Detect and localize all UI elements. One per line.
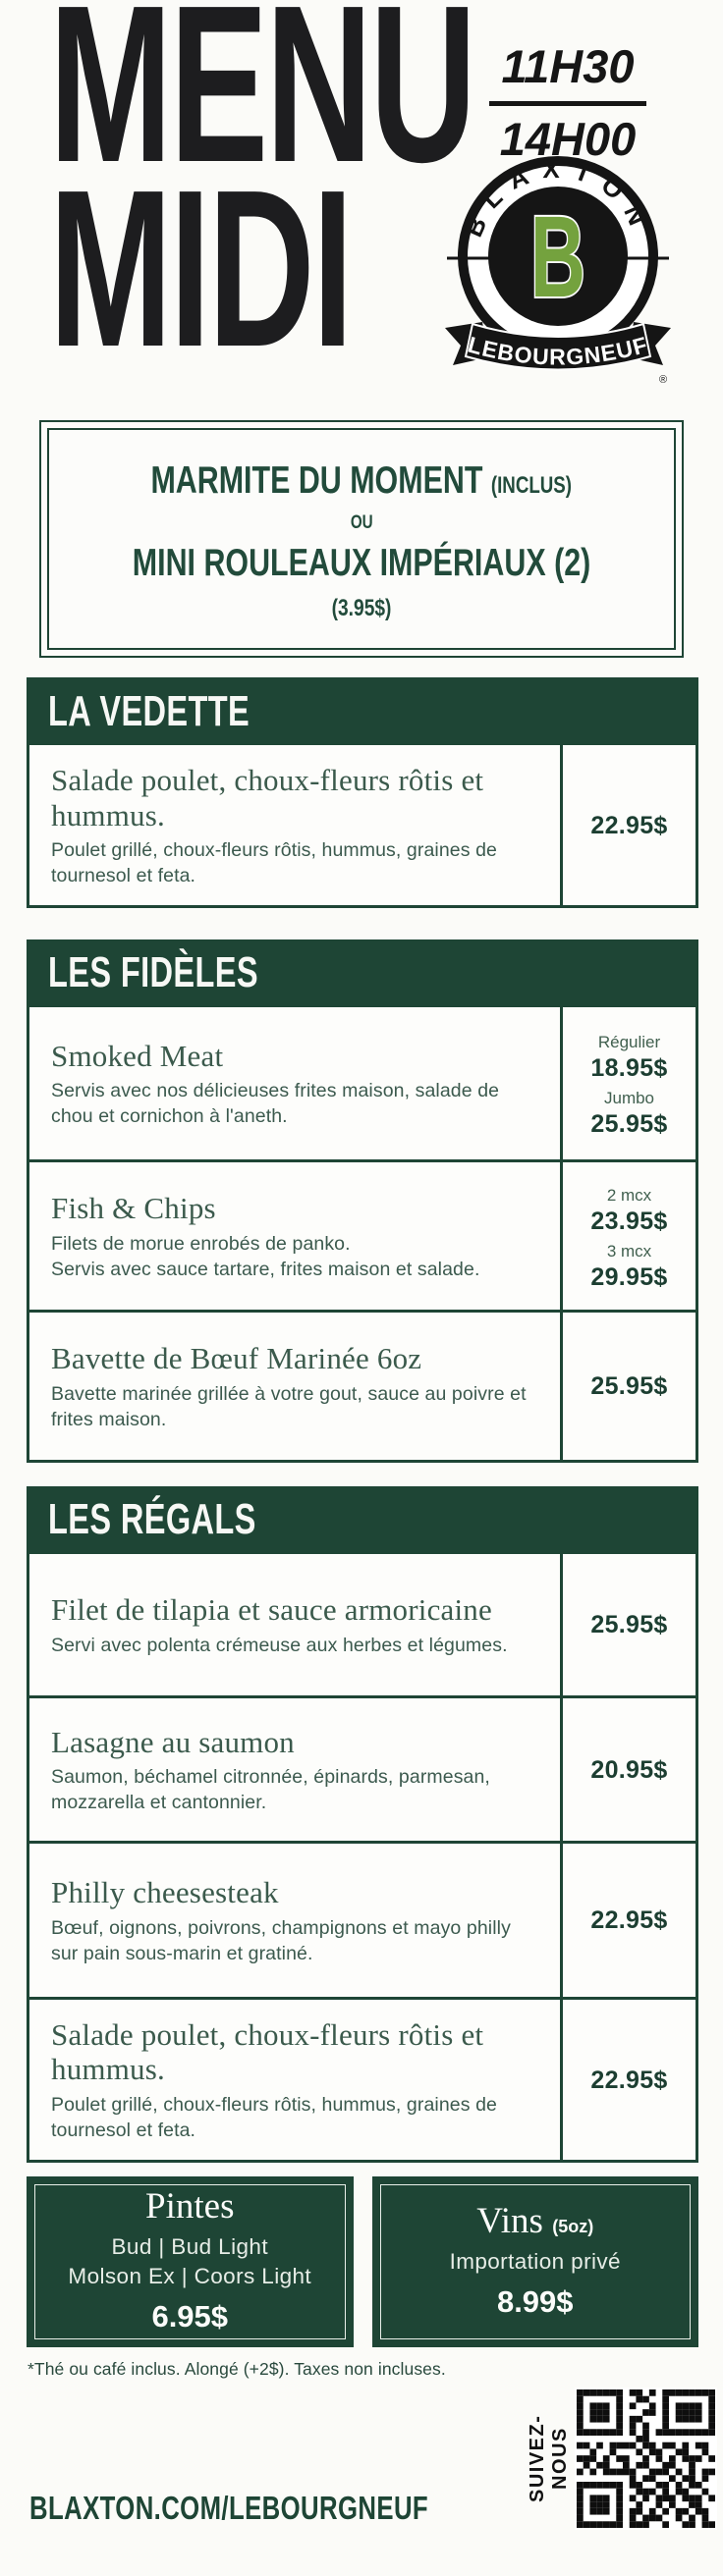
- item-price: 25.95$: [560, 1312, 695, 1460]
- drink-price: 8.99$: [496, 2284, 574, 2320]
- section-title: LES FIDÈLES: [48, 948, 258, 997]
- section-header: LES FIDÈLES: [27, 939, 698, 1007]
- footer: BLAXTON.COM/LEBOURGNEUF SUIVEZ-NOUS: [0, 2380, 723, 2576]
- qr-code: [575, 2387, 717, 2530]
- section-header: LES RÉGALS: [27, 1485, 698, 1554]
- section-title: LES RÉGALS: [48, 1495, 256, 1544]
- item-title: Salade poulet, choux-fleurs rôtis et hum…: [51, 763, 484, 832]
- included-note: (INCLUS): [491, 472, 573, 499]
- menu-item: Lasagne au saumon Saumon, béchamel citro…: [29, 1694, 695, 1841]
- item-price: 22.95$: [560, 1843, 695, 1997]
- vins-box: Vins (5oz) Importation privé 8.99$: [371, 2175, 698, 2347]
- logo-letter: B: [530, 192, 585, 322]
- hours-open: 11H30: [489, 39, 646, 106]
- title-line-midi: MIDI: [49, 144, 354, 395]
- item-title: Salade poulet, choux-fleurs rôtis et hum…: [51, 2016, 484, 2087]
- menu-item: Smoked Meat Servis avec nos délicieuses …: [29, 1006, 695, 1159]
- item-title: Smoked Meat: [51, 1038, 224, 1073]
- item-description: Filets de morue enrobés de panko.: [51, 1232, 351, 1255]
- hours-close: 14H00: [499, 113, 637, 165]
- item-price: 22.95$: [560, 745, 695, 905]
- included-line2: MINI ROULEAUX IMPÉRIAUX (2): [132, 542, 591, 584]
- drink-size-note: (5oz): [552, 2216, 594, 2236]
- section-les-fideles: LES FIDÈLES Smoked Meat Servis avec nos …: [27, 939, 698, 1463]
- pintes-box: Pintes Bud | Bud Light Molson Ex | Coors…: [27, 2175, 354, 2347]
- follow-block: SUIVEZ-NOUS: [527, 2387, 717, 2530]
- item-price: Régulier 18.95$ Jumbo 25.95$: [560, 1006, 695, 1159]
- drink-price: 6.95$: [151, 2299, 229, 2334]
- item-price: 20.95$: [560, 1697, 695, 1841]
- section-title: LA VEDETTE: [48, 686, 250, 735]
- item-price: 25.95$: [560, 1553, 695, 1695]
- follow-label: SUIVEZ-NOUS: [527, 2414, 571, 2502]
- included-line1: MARMITE DU MOMENT (INCLUS): [150, 459, 573, 502]
- included-separator: OU: [350, 512, 373, 533]
- item-description: Bœuf, oignons, poivrons, champignons et …: [51, 1916, 511, 1964]
- item-title: Lasagne au saumon: [51, 1724, 295, 1759]
- disclaimer-text: *Thé ou café inclus. Alongé (+2$). Taxes…: [28, 2358, 446, 2379]
- item-description: Servi avec polenta crémeuse aux herbes e…: [51, 1634, 508, 1656]
- menu-item: Salade poulet, choux-fleurs rôtis et hum…: [29, 745, 695, 905]
- section-la-vedette: LA VEDETTE Salade poulet, choux-fleurs r…: [27, 677, 698, 908]
- item-description: Poulet grillé, choux-fleurs rôtis, hummu…: [51, 2094, 497, 2141]
- item-description: Servis avec nos délicieuses frites maiso…: [51, 1080, 500, 1128]
- item-title: Bavette de Bœuf Marinée 6oz: [51, 1341, 422, 1376]
- included-price: (3.95$): [331, 595, 392, 621]
- menu-item: Filet de tilapia et sauce armoricaine Se…: [29, 1553, 695, 1695]
- drink-title: Vins (5oz): [476, 2200, 594, 2241]
- menu-item: Philly cheesesteak Bœuf, oignons, poivro…: [29, 1840, 695, 1997]
- item-price: 2 mcx 23.95$ 3 mcx 29.95$: [560, 1161, 695, 1310]
- title-line-menu: MENU: [49, 0, 476, 209]
- item-title: Filet de tilapia et sauce armoricaine: [51, 1592, 492, 1628]
- menu-item: Fish & Chips Filets de morue enrobés de …: [29, 1158, 695, 1310]
- page-title: MENU MIDI: [49, 0, 693, 395]
- item-description: Bavette marinée grillée à votre gout, sa…: [51, 1382, 527, 1430]
- menu-item: Salade poulet, choux-fleurs rôtis et hum…: [29, 1996, 695, 2160]
- menu-item: Bavette de Bœuf Marinée 6oz Bavette mari…: [29, 1309, 695, 1460]
- drinks-row: Pintes Bud | Bud Light Molson Ex | Coors…: [27, 2175, 698, 2347]
- item-price: 22.95$: [560, 1999, 695, 2160]
- item-description-2: Servis avec sauce tartare, frites maison…: [51, 1258, 480, 1280]
- header: MENU MIDI 11H30 14H00 BLAXTON B LEBOURGN…: [0, 0, 723, 414]
- item-title: Fish & Chips: [51, 1191, 216, 1226]
- item-description: Saumon, béchamel citronnée, épinards, pa…: [51, 1766, 490, 1814]
- item-description: Poulet grillé, choux-fleurs rôtis, hummu…: [51, 839, 497, 887]
- website-url: BLAXTON.COM/LEBOURGNEUF: [29, 2489, 429, 2526]
- drink-options: Importation privé: [449, 2248, 621, 2274]
- drink-options: Bud | Bud Light Molson Ex | Coors Light: [68, 2233, 312, 2288]
- blaxton-logo-icon: BLAXTON B LEBOURGNEUF ®: [445, 155, 671, 386]
- service-hours: 11H30 14H00: [470, 39, 666, 166]
- included-offer-box: MARMITE DU MOMENT (INCLUS) OU MINI ROULE…: [39, 420, 684, 658]
- drink-title: Pintes: [145, 2185, 235, 2227]
- section-les-regals: LES RÉGALS Filet de tilapia et sauce arm…: [27, 1485, 698, 2163]
- item-title: Philly cheesesteak: [51, 1875, 279, 1910]
- registered-icon: ®: [659, 374, 667, 386]
- section-header: LA VEDETTE: [27, 677, 698, 745]
